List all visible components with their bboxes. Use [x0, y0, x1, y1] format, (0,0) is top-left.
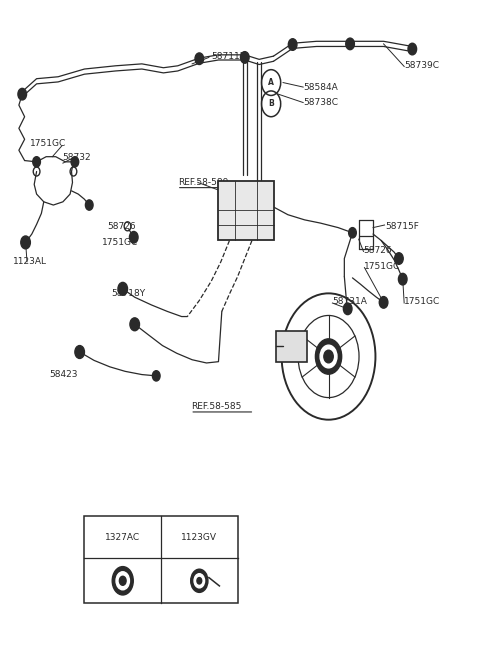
Circle shape	[197, 578, 202, 584]
Circle shape	[120, 576, 126, 585]
Circle shape	[191, 569, 208, 592]
Circle shape	[324, 350, 333, 363]
Text: 58718Y: 58718Y	[112, 289, 146, 298]
Bar	[276, 331, 307, 362]
Circle shape	[343, 303, 352, 315]
Circle shape	[395, 253, 403, 264]
Text: 1123GV: 1123GV	[181, 533, 217, 542]
Text: REF.58-589: REF.58-589	[178, 178, 228, 187]
Text: A: A	[268, 78, 274, 87]
Text: B: B	[268, 99, 274, 109]
Circle shape	[130, 231, 138, 243]
Circle shape	[348, 227, 356, 238]
Text: 58711B: 58711B	[211, 52, 246, 61]
Circle shape	[194, 574, 204, 588]
Text: 58715F: 58715F	[385, 222, 419, 231]
Circle shape	[21, 236, 30, 249]
Circle shape	[18, 89, 26, 100]
Circle shape	[33, 157, 40, 167]
Text: 58738C: 58738C	[304, 98, 339, 107]
Text: 58584A: 58584A	[304, 83, 338, 92]
Text: 1751GC: 1751GC	[30, 140, 67, 149]
Text: 1751GC: 1751GC	[102, 238, 138, 247]
Circle shape	[346, 38, 354, 50]
Text: 1751GC: 1751GC	[404, 297, 441, 306]
Circle shape	[116, 572, 130, 590]
Circle shape	[71, 157, 79, 167]
Circle shape	[315, 339, 342, 374]
Circle shape	[379, 297, 388, 308]
Circle shape	[240, 52, 249, 63]
Circle shape	[118, 282, 128, 295]
Text: 58726: 58726	[363, 246, 392, 255]
Circle shape	[130, 318, 140, 331]
Text: 1123AL: 1123AL	[12, 257, 47, 266]
Bar	[84, 516, 238, 603]
Text: 58423: 58423	[49, 370, 78, 379]
Circle shape	[195, 53, 204, 65]
Circle shape	[288, 39, 297, 50]
Circle shape	[153, 371, 160, 381]
Circle shape	[85, 200, 93, 210]
Text: 58739C: 58739C	[404, 61, 439, 70]
Text: 58732: 58732	[62, 154, 91, 163]
Circle shape	[398, 273, 407, 285]
Circle shape	[320, 345, 337, 368]
Circle shape	[408, 43, 417, 55]
Text: 58726: 58726	[107, 222, 135, 231]
Text: 58731A: 58731A	[332, 297, 367, 306]
Text: 1327AC: 1327AC	[105, 533, 140, 542]
Circle shape	[75, 346, 84, 359]
Text: REF.58-585: REF.58-585	[191, 402, 241, 412]
Circle shape	[112, 567, 133, 595]
Text: 1751GC: 1751GC	[364, 262, 401, 271]
Bar	[218, 181, 274, 240]
